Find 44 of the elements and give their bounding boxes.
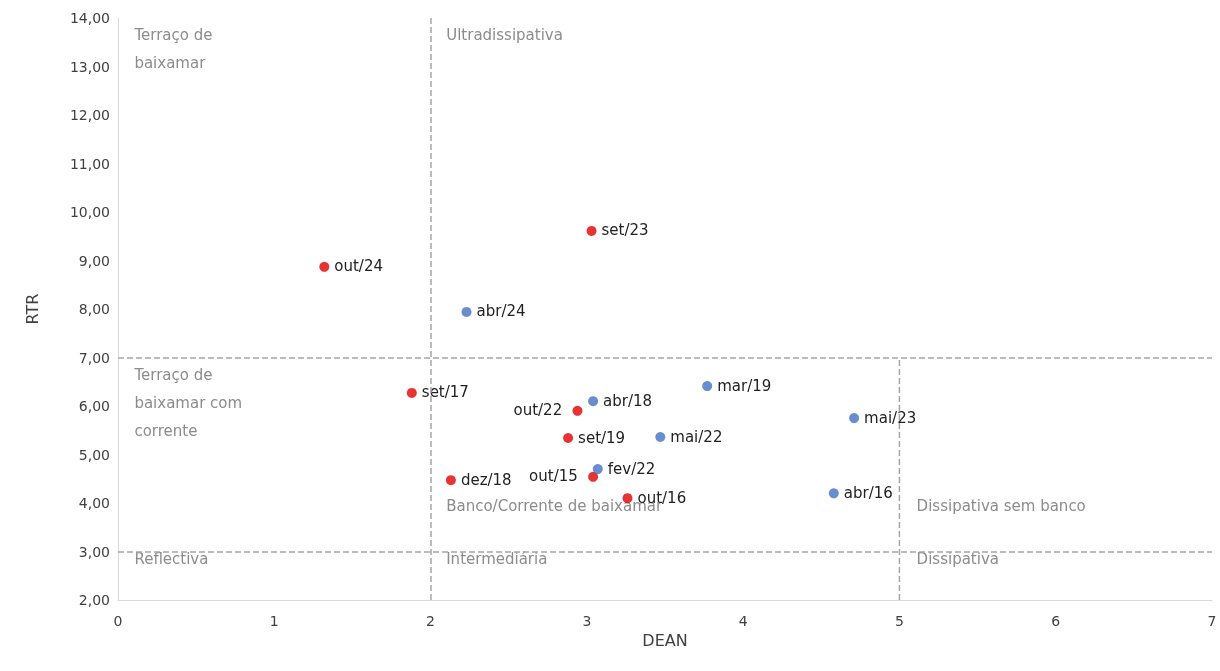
- annotation: out/24: [334, 257, 384, 276]
- x-tick-label: 3: [582, 613, 592, 629]
- y-tick-label: 9,00: [78, 252, 110, 269]
- annotation: Reflectiva: [134, 549, 209, 568]
- annotation: Dissipativa: [916, 549, 999, 568]
- y-tick-label: 10,00: [69, 204, 110, 220]
- annotation: set/17: [421, 383, 469, 402]
- y-tick-label: 13,00: [69, 58, 110, 75]
- x-tick-label: 4: [738, 613, 748, 629]
- y-tick-label: 8,00: [78, 301, 110, 317]
- annotation: set/19: [578, 428, 626, 447]
- x-tick-label: 7: [1207, 613, 1217, 629]
- annotation: mar/19: [717, 376, 772, 395]
- y-tick-label: 14,00: [69, 10, 110, 26]
- annotation: Dissipativa sem banco: [916, 497, 1086, 516]
- y-axis-title: RTR: [22, 293, 42, 325]
- y-tick-label: 11,00: [69, 155, 110, 172]
- x-tick-label: 0: [113, 613, 123, 629]
- annotation: abr/18: [603, 391, 653, 410]
- annotation: Terraço de baixamar: [133, 25, 213, 72]
- annotation: abr/16: [843, 483, 893, 502]
- annotation: mai/22: [670, 427, 723, 446]
- y-tick-label: 3,00: [78, 543, 110, 560]
- annotation: Terraço de baixamar com corrente: [133, 366, 243, 441]
- x-tick-label: 2: [426, 613, 436, 629]
- annotation: set/23: [601, 221, 649, 240]
- x-tick-label: 5: [894, 613, 904, 629]
- x-axis-title: DEAN: [642, 631, 688, 651]
- annotation: Ultradissipativa: [446, 25, 563, 44]
- annotation: mai/23: [864, 408, 917, 427]
- y-tick-label: 5,00: [78, 446, 110, 463]
- y-tick-label: 12,00: [69, 107, 110, 123]
- annotation: abr/24: [476, 302, 526, 321]
- y-tick-label: 7,00: [78, 349, 110, 366]
- y-tick-label: 6,00: [78, 398, 110, 414]
- x-tick-label: 1: [269, 613, 279, 629]
- annotation: dez/18: [460, 470, 512, 489]
- annotation: fev/22: [607, 459, 656, 478]
- y-tick-label: 2,00: [78, 592, 110, 608]
- annotation: Intermediária: [446, 549, 548, 568]
- annotation: out/15: [529, 467, 578, 486]
- x-tick-label: 6: [1051, 613, 1061, 629]
- annotation: out/22: [513, 401, 563, 420]
- y-tick-label: 4,00: [78, 495, 110, 511]
